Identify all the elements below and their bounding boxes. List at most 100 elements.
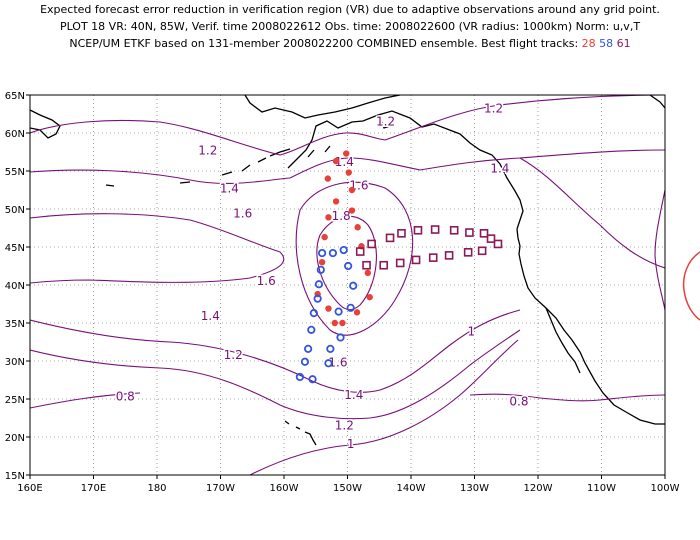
lon-label: 150W [333,483,362,494]
track-61-point [463,248,473,257]
track-58-point [328,248,337,258]
plot-title-line-3-text: NCEP/UM ETKF based on 131-member 2008022… [69,37,579,50]
track-28-point [332,157,340,165]
contour-1-4-east [519,157,665,269]
lat-label: 35N [5,319,25,330]
lat-label: 45N [5,243,25,254]
track-61-point [493,239,503,249]
track-58-point [339,245,348,255]
track-58-label: 58 [599,37,614,50]
track-28-point [353,309,361,316]
track-28-point [348,207,356,214]
contour-1-6-outer [295,181,414,336]
track-61-point [428,253,438,262]
lon-label: 120W [524,483,553,494]
lon-label: 160E [17,483,42,494]
contour-0-8-west [30,392,141,409]
track-28-point [321,233,328,241]
contour-label: 1.4 [335,155,354,169]
lat-label: 55N [5,167,25,178]
coastline-greenland-edge [649,95,665,109]
lat-label: 40N [5,281,25,292]
plot-title-line-1: Expected forecast error reduction in ver… [40,3,660,16]
lon-label: 100W [651,483,680,494]
track-28-point [364,269,372,277]
track-28-point [366,293,373,301]
plot-header: Expected forecast error reduction in ver… [0,0,700,70]
track-61-point [411,255,421,265]
track-61-point [444,251,454,260]
track-58-point [346,303,355,312]
contour-label: 1.4 [344,388,363,402]
track-61-label: 61 [616,37,631,50]
contour-label: 1.6 [328,356,347,370]
track-28-label: 28 [581,37,596,50]
axis-labels: 160E 170E 180 170W 160W 150W 140W 130W 120W 110W 1… [5,91,680,494]
track-58-point [344,261,353,271]
track-61-point [379,260,388,270]
track-58-point [300,357,310,366]
track-61-point [465,228,474,237]
lat-label: 20N [5,433,25,444]
track-58-point [307,325,316,334]
contour-east-arc [654,189,665,311]
track-58-point [295,372,304,382]
contour-label: 1.6 [257,274,276,288]
track-28-point [343,150,350,157]
contour-label: 1.2 [224,348,243,362]
track-61-point [477,246,487,256]
lat-label: 50N [5,205,25,216]
lat-label: 65N [5,91,25,102]
contour-label: 1.2 [484,102,503,116]
contour-label: 1 [468,324,476,338]
track-61-point [395,258,405,268]
contour-label: 1.2 [335,419,354,433]
flight-tracks [295,150,503,384]
verification-region-arc [682,251,700,321]
lat-label: 25N [5,395,25,406]
contour-1-2-north [30,95,665,156]
track-28-point [354,224,361,231]
contour-1-4-north [30,149,665,184]
coastlines [30,95,665,446]
track-58-point [317,248,327,258]
contour-label: 1.4 [220,181,239,195]
lat-lon-grid [30,95,665,475]
track-61-point [385,233,395,243]
track-58-point [316,265,325,274]
contour-0-8-east [469,393,665,402]
track-61-point [413,225,423,235]
contour-1-4-south [30,309,521,393]
contour-label: 1.4 [201,309,220,323]
track-58-point [336,333,345,342]
track-61-point [486,234,496,243]
contour-label: 1 [347,437,355,451]
track-28-point [345,169,352,176]
track-61-point [430,225,440,234]
contour-1-6-west [30,213,285,284]
track-61-point [362,260,371,270]
lon-label: 170E [81,483,106,494]
track-58-point [304,344,313,353]
lat-label: 15N [5,471,25,482]
track-58-point [349,281,358,290]
lat-label: 30N [5,357,25,368]
track-58-point [314,280,324,289]
coastline-alaska-north [244,95,401,119]
lat-label: 60N [5,129,25,140]
track-28-point [348,186,356,194]
track-28-point [331,319,338,327]
track-58-point [334,307,343,316]
lon-label: 130W [460,483,489,494]
contour-1-0 [249,339,519,475]
track-58-point [324,359,333,368]
coastline-west-coast [516,228,665,425]
track-58-point [313,294,322,303]
coastline-hawaii [284,420,317,446]
track-61-point [479,229,489,238]
track-58-point [326,344,335,353]
track-28-point [325,305,332,312]
contour-label: 1.6 [233,207,252,221]
coastline-kenai [379,116,395,129]
